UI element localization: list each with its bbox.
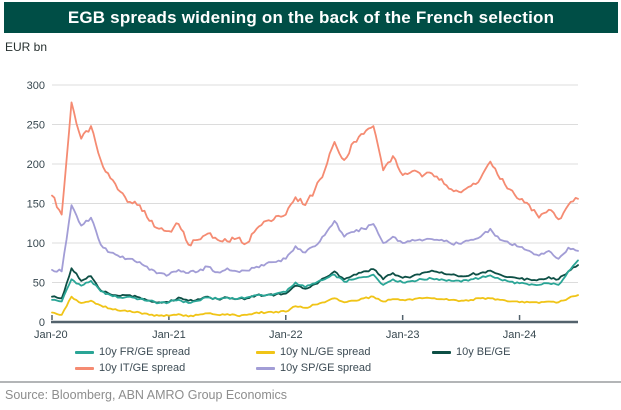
y-tick-label: 0 [39, 317, 45, 329]
series-line-10y-sp-ge-spread [51, 204, 579, 277]
legend-swatch-be-ge [432, 350, 451, 354]
legend-item-fr-ge: 10y FR/GE spread [75, 346, 256, 358]
legend-item-it-ge: 10y IT/GE spread [75, 362, 256, 374]
legend-swatch-nl-ge [256, 350, 275, 354]
legend-label-fr-ge: 10y FR/GE spread [99, 346, 191, 358]
x-tick-label: Jan-21 [152, 329, 186, 341]
series-line-10y-fr-ge-spread [51, 259, 579, 305]
legend-label-it-ge: 10y IT/GE spread [99, 362, 186, 374]
chart-legend: 10y FR/GE spread 10y NL/GE spread 10y BE/G… [75, 344, 510, 376]
x-tick-label: Jan-24 [503, 329, 537, 341]
legend-swatch-it-ge [75, 366, 94, 370]
legend-label-be-ge: 10y BE/GE [456, 346, 511, 358]
y-tick-label: 100 [27, 238, 45, 250]
legend-item-sp-ge: 10y SP/GE spread [256, 362, 432, 374]
source-note: Source: Bloomberg, ABN AMRO Group Econom… [5, 388, 288, 402]
legend-item-be-ge: 10y BE/GE [432, 346, 510, 358]
x-tick-label: Jan-20 [34, 329, 68, 341]
y-tick-label: 150 [27, 199, 45, 211]
x-tick-label: Jan-22 [269, 329, 303, 341]
chart-title-bar: EGB spreads widening on the back of the … [4, 2, 618, 33]
x-tick-label: Jan-23 [386, 329, 420, 341]
y-tick-label: 50 [33, 278, 45, 290]
legend-item-nl-ge: 10y NL/GE spread [256, 346, 432, 358]
legend-swatch-sp-ge [256, 366, 275, 370]
y-axis-unit-label: EUR bn [5, 40, 48, 54]
chart-title: EGB spreads widening on the back of the … [67, 7, 555, 27]
y-tick-label: 300 [27, 80, 45, 92]
legend-label-sp-ge: 10y SP/GE spread [280, 362, 372, 374]
y-tick-label: 200 [27, 159, 45, 171]
legend-swatch-fr-ge [75, 350, 94, 354]
legend-label-nl-ge: 10y NL/GE spread [280, 346, 371, 358]
y-tick-label: 250 [27, 120, 45, 132]
series-line-10y-nl-ge-spread [51, 294, 579, 318]
series-line-10y-it-ge-spread [51, 101, 579, 247]
footer-divider [0, 381, 621, 383]
line-chart: 0 50 100 150 200 250 300 Jan-20 Jan-21 Jan-22 Jan-… [27, 80, 579, 341]
